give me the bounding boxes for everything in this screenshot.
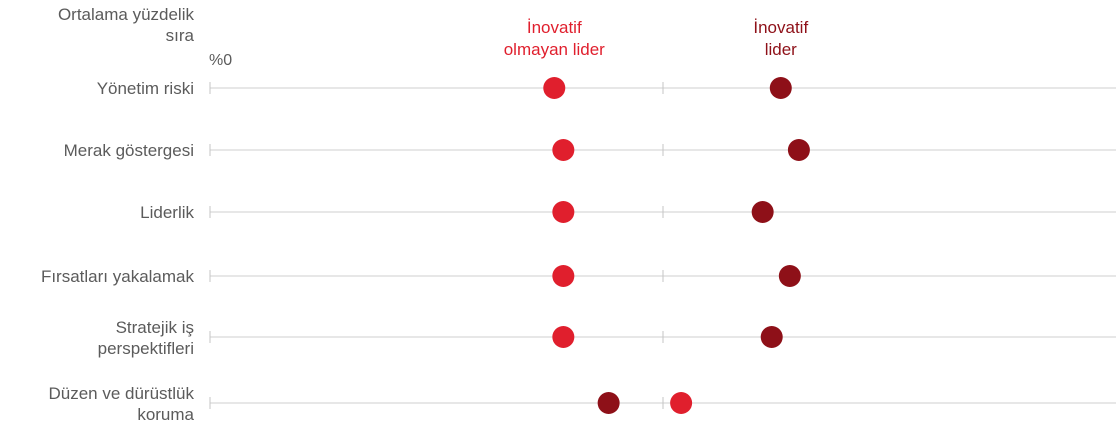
legend-entry-non-innovative: İnovatif <box>527 18 582 37</box>
legend-entry-innovative: İnovatif <box>753 18 808 37</box>
data-point-innovative <box>769 77 792 99</box>
row-label: Merak göstergesi <box>64 141 194 160</box>
data-points <box>543 77 810 414</box>
data-point-innovative <box>787 139 810 161</box>
legend: İnovatif olmayan lider İnovatif lider <box>504 18 809 59</box>
data-point-innovative <box>760 326 783 348</box>
data-point-non-innovative <box>552 139 575 161</box>
data-point-innovative <box>597 392 620 414</box>
x-tick-label-zero: %0 <box>209 52 232 69</box>
row-label: koruma <box>137 405 194 424</box>
row-label: Liderlik <box>140 203 194 222</box>
row-label: perspektifleri <box>98 339 194 358</box>
data-point-innovative <box>751 201 774 223</box>
data-point-non-innovative <box>543 77 566 99</box>
legend-entry-non-innovative: olmayan lider <box>504 40 605 59</box>
chart-rows: Yönetim riski Merak göstergesi Liderlik Fır… <box>41 79 1116 424</box>
y-axis-title: Ortalama yüzdelik sıra <box>58 5 195 45</box>
row-label: Yönetim riski <box>97 79 194 98</box>
data-point-non-innovative <box>552 326 575 348</box>
data-point-non-innovative <box>552 201 575 223</box>
y-axis-title-line: Ortalama yüzdelik <box>58 5 195 24</box>
y-axis-title-line: sıra <box>166 26 195 45</box>
row-label: Fırsatları yakalamak <box>41 267 195 286</box>
data-point-non-innovative <box>552 265 575 287</box>
row-label: Stratejik iş <box>116 318 194 337</box>
data-point-innovative <box>778 265 801 287</box>
data-point-non-innovative <box>670 392 693 414</box>
legend-entry-innovative: lider <box>765 40 797 59</box>
row-label: Düzen ve dürüstlük <box>48 384 194 403</box>
